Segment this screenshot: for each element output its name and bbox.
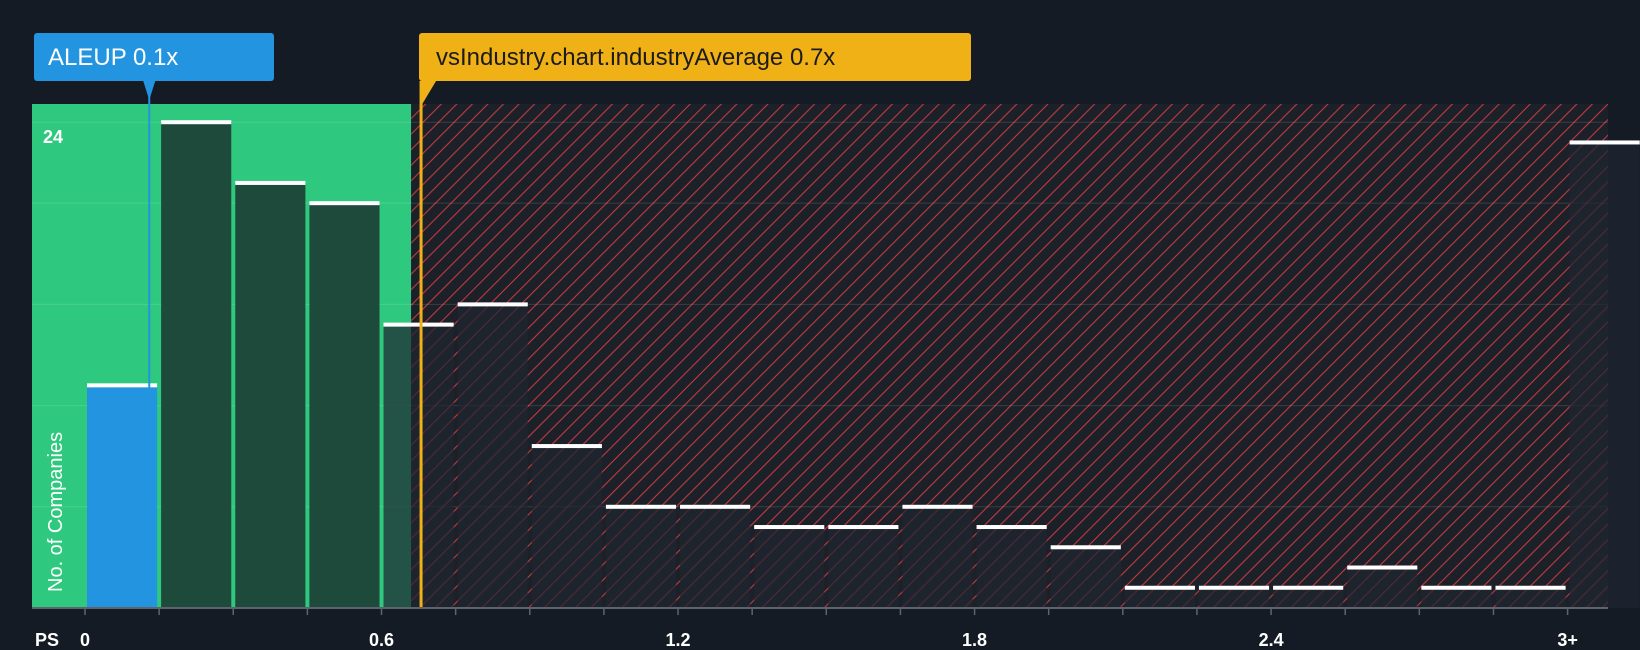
histogram-bar bbox=[383, 324, 454, 608]
histogram-bar-top bbox=[605, 504, 677, 509]
x-tick-label: 0.6 bbox=[369, 630, 394, 650]
histogram-bar bbox=[309, 203, 380, 608]
histogram-bar bbox=[1198, 587, 1270, 608]
histogram-bar bbox=[531, 446, 602, 608]
histogram-bar bbox=[1421, 587, 1492, 608]
histogram-bar bbox=[457, 304, 528, 608]
x-tick-label: 0 bbox=[80, 630, 90, 650]
histogram-bar bbox=[1050, 547, 1121, 608]
histogram-bar bbox=[87, 385, 158, 608]
histogram-bar-top bbox=[161, 120, 232, 125]
histogram-bar bbox=[754, 527, 825, 608]
industry-average-callout-box bbox=[419, 33, 971, 81]
histogram-bar-top bbox=[1569, 140, 1640, 145]
histogram-bar bbox=[828, 527, 899, 608]
histogram-bar bbox=[680, 506, 751, 608]
histogram-bar-top bbox=[87, 383, 158, 388]
histogram-bar bbox=[1124, 587, 1195, 608]
histogram-bar bbox=[976, 527, 1047, 608]
histogram-bar-top bbox=[1495, 585, 1566, 590]
histogram-bar-top bbox=[976, 525, 1047, 530]
industry-average-callout-label: vsIndustry.chart.industryAverage 0.7x bbox=[436, 44, 835, 71]
histogram-bar-top bbox=[1198, 585, 1270, 590]
histogram-bar bbox=[605, 506, 677, 608]
bar-layer bbox=[87, 120, 1640, 609]
histogram-bar bbox=[1273, 587, 1344, 608]
x-tick-label: 3+ bbox=[1557, 630, 1578, 650]
histogram-bar-top bbox=[309, 201, 380, 206]
histogram-bar bbox=[235, 182, 306, 608]
x-axis-label: PS bbox=[35, 630, 59, 650]
company-callout-label: ALEUP 0.1x bbox=[48, 44, 178, 71]
histogram-bar-top bbox=[235, 180, 306, 185]
company-callout-box bbox=[34, 33, 274, 81]
x-tick-label: 2.4 bbox=[1259, 630, 1284, 650]
histogram-bar-top bbox=[457, 302, 528, 307]
x-tick-label: 1.8 bbox=[962, 630, 987, 650]
histogram-bar-top bbox=[1273, 585, 1344, 590]
x-tick-label: 1.2 bbox=[666, 630, 691, 650]
histogram-bar-top bbox=[1347, 565, 1418, 570]
y-axis-label: No. of Companies bbox=[45, 432, 67, 592]
histogram-bar-top bbox=[754, 525, 825, 530]
histogram-bar-top bbox=[531, 444, 602, 449]
histogram-bar bbox=[1495, 587, 1566, 608]
histogram-bar bbox=[161, 122, 232, 609]
histogram-bar bbox=[1347, 567, 1418, 608]
marker-layer bbox=[143, 81, 437, 608]
company-callout: ALEUP 0.1x bbox=[34, 33, 274, 81]
y-tick-label-24: 24 bbox=[43, 127, 63, 147]
histogram-bar-top bbox=[383, 322, 454, 327]
axis-layer: 0 0.6 1.2 1.8 2.4 3+ bbox=[32, 607, 1608, 650]
histogram-bar-top bbox=[1050, 545, 1121, 550]
industry-average-callout: vsIndustry.chart.industryAverage 0.7x bbox=[419, 33, 971, 81]
histogram-bar bbox=[1569, 142, 1640, 608]
histogram-bar-top bbox=[902, 504, 973, 509]
company-callout-pointer bbox=[143, 81, 156, 100]
histogram-bar-top bbox=[1124, 585, 1195, 590]
histogram-bar bbox=[902, 506, 973, 608]
histogram-bar-top bbox=[1421, 585, 1492, 590]
industry-average-callout-pointer bbox=[420, 81, 437, 106]
histogram-bar-top bbox=[828, 525, 899, 530]
histogram-bar-top bbox=[680, 504, 751, 509]
